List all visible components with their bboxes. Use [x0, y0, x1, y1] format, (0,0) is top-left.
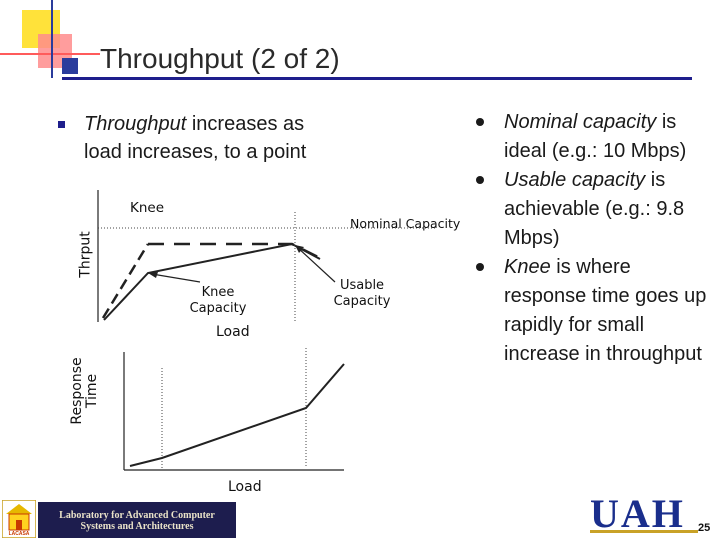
- slide-title: Throughput (2 of 2): [100, 43, 340, 74]
- knee-emphasis: Knee: [504, 256, 551, 278]
- knee-capacity-arrowhead: [148, 272, 158, 278]
- response-time-chart: [123, 348, 345, 471]
- throughput-rest: increases as load increases, to a point: [84, 113, 307, 163]
- knee-capacity-label: Knee Capacity: [180, 285, 256, 317]
- title-underline: [62, 77, 692, 80]
- nominal-rest: is ideal (e.g.: 10 Mbps): [504, 111, 687, 162]
- bullet-usable-capacity: Usable capacity is achievable (e.g.: 9.8…: [468, 166, 718, 253]
- usable-capacity-arrowhead: [295, 245, 304, 253]
- square-bullet-icon: [58, 121, 65, 128]
- usable-emphasis: Usable capacity: [504, 169, 646, 191]
- response-time-curve: [129, 363, 345, 467]
- response-label-line1: Response: [69, 357, 85, 425]
- lacasa-logo-icon: [2, 500, 36, 538]
- throughput-bullet-text: Throughput increases as load increases, …: [84, 110, 344, 166]
- throughput-load-label: Load: [216, 324, 250, 340]
- lacasa-badge-text: LACASA: [8, 531, 30, 537]
- bullet-nominal-capacity: Nominal capacity is ideal (e.g.: 10 Mbps…: [468, 108, 718, 166]
- right-bullet-list: Nominal capacity is ideal (e.g.: 10 Mbps…: [468, 108, 718, 369]
- response-label-line2: Time: [84, 373, 100, 409]
- bullet-dot-icon: [476, 118, 484, 126]
- usable-capacity-arrow: [296, 246, 336, 283]
- usable-capacity-text: Usable Capacity: [333, 278, 391, 309]
- bullet-dot-icon: [476, 263, 484, 271]
- uah-logo: UAH: [590, 491, 685, 536]
- throughput-emphasis: Throughput: [84, 113, 187, 135]
- nominal-emphasis: Nominal capacity: [504, 111, 657, 133]
- usable-capacity-label: Usable Capacity: [325, 278, 399, 310]
- throughput-curve: [103, 242, 321, 321]
- page-number: 25: [698, 522, 711, 534]
- uah-logo-underline: [590, 530, 698, 533]
- response-load-label: Load: [228, 479, 262, 495]
- lab-banner-line2: Systems and Architectures: [80, 521, 194, 532]
- usable-rest: is achievable (e.g.: 9.8 Mbps): [504, 169, 685, 249]
- corner-decoration: [0, 0, 100, 78]
- nominal-capacity-text: Nominal Capacity: [350, 216, 461, 231]
- nominal-capacity-label: Nominal Capacity: [350, 216, 460, 232]
- throughput-chart: [97, 190, 435, 322]
- lab-banner-line1: Laboratory for Advanced Computer: [59, 510, 215, 521]
- bullet-dot-icon: [476, 176, 484, 184]
- knee-rest: is where response time goes up rapidly f…: [504, 256, 707, 365]
- response-time-axis-label: Response Time: [69, 346, 100, 436]
- knee-curve-dashed-rise: [101, 243, 150, 319]
- knee-capacity-arrow: [151, 273, 201, 283]
- knee-capacity-text: Knee Capacity: [189, 285, 247, 316]
- bullet-knee: Knee is where response time goes up rapi…: [468, 253, 718, 369]
- lab-banner: Laboratory for Advanced Computer Systems…: [38, 502, 236, 538]
- knee-label: Knee: [130, 200, 165, 216]
